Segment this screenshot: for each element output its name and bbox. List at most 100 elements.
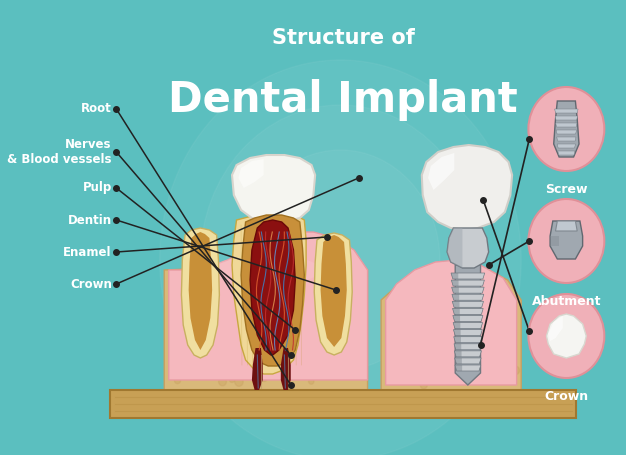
Circle shape bbox=[311, 278, 320, 287]
Circle shape bbox=[312, 339, 318, 347]
Circle shape bbox=[463, 308, 471, 318]
Circle shape bbox=[419, 344, 425, 350]
Text: Dentin: Dentin bbox=[68, 213, 112, 227]
Circle shape bbox=[476, 304, 481, 309]
Text: Nerves
& Blood vessels: Nerves & Blood vessels bbox=[8, 138, 112, 166]
Circle shape bbox=[304, 319, 309, 324]
Text: Structure of: Structure of bbox=[272, 28, 414, 48]
Circle shape bbox=[290, 361, 295, 368]
Circle shape bbox=[528, 87, 604, 171]
Circle shape bbox=[232, 284, 237, 289]
Polygon shape bbox=[281, 348, 290, 390]
Polygon shape bbox=[451, 287, 484, 293]
Polygon shape bbox=[314, 233, 352, 355]
Circle shape bbox=[273, 356, 280, 364]
Circle shape bbox=[277, 306, 284, 313]
Polygon shape bbox=[454, 358, 462, 364]
Polygon shape bbox=[550, 236, 559, 246]
Circle shape bbox=[240, 321, 244, 327]
Circle shape bbox=[279, 343, 284, 347]
Circle shape bbox=[449, 338, 456, 345]
Polygon shape bbox=[453, 308, 483, 314]
Polygon shape bbox=[232, 155, 315, 222]
Text: Pulp: Pulp bbox=[83, 182, 112, 194]
Circle shape bbox=[218, 377, 227, 386]
Circle shape bbox=[403, 359, 409, 367]
Circle shape bbox=[324, 371, 329, 375]
Text: Screw: Screw bbox=[545, 183, 588, 196]
Circle shape bbox=[483, 307, 490, 315]
Circle shape bbox=[495, 297, 498, 301]
Circle shape bbox=[240, 301, 247, 308]
Circle shape bbox=[235, 377, 243, 386]
Polygon shape bbox=[454, 337, 482, 343]
Circle shape bbox=[201, 272, 207, 278]
Circle shape bbox=[417, 290, 423, 297]
Text: Enamel: Enamel bbox=[63, 246, 112, 258]
Circle shape bbox=[388, 329, 397, 338]
Circle shape bbox=[246, 361, 251, 366]
Polygon shape bbox=[455, 365, 481, 371]
Circle shape bbox=[299, 301, 307, 310]
Circle shape bbox=[272, 278, 280, 287]
Polygon shape bbox=[252, 348, 263, 390]
Polygon shape bbox=[381, 264, 521, 390]
Polygon shape bbox=[451, 280, 485, 286]
Polygon shape bbox=[164, 248, 367, 390]
Text: Crown: Crown bbox=[70, 278, 112, 290]
Circle shape bbox=[353, 368, 361, 377]
Circle shape bbox=[174, 276, 182, 284]
Circle shape bbox=[213, 332, 217, 336]
Circle shape bbox=[464, 375, 469, 381]
Circle shape bbox=[312, 316, 321, 325]
Polygon shape bbox=[453, 329, 461, 336]
Ellipse shape bbox=[212, 255, 321, 285]
Circle shape bbox=[474, 326, 483, 335]
Text: Abutment: Abutment bbox=[531, 295, 601, 308]
Circle shape bbox=[259, 298, 264, 303]
Circle shape bbox=[421, 337, 428, 344]
Polygon shape bbox=[453, 323, 483, 329]
Polygon shape bbox=[546, 314, 586, 358]
Circle shape bbox=[460, 315, 468, 324]
Circle shape bbox=[484, 357, 490, 364]
Circle shape bbox=[297, 283, 302, 288]
Polygon shape bbox=[455, 265, 481, 385]
Circle shape bbox=[160, 60, 521, 455]
Circle shape bbox=[252, 308, 261, 318]
Circle shape bbox=[473, 338, 480, 347]
Circle shape bbox=[301, 356, 307, 363]
Circle shape bbox=[418, 373, 424, 380]
Circle shape bbox=[458, 307, 464, 314]
Polygon shape bbox=[447, 228, 489, 268]
Polygon shape bbox=[454, 344, 482, 350]
Circle shape bbox=[397, 293, 403, 299]
Polygon shape bbox=[454, 344, 461, 350]
Circle shape bbox=[430, 375, 436, 382]
Text: Root: Root bbox=[81, 102, 112, 116]
Polygon shape bbox=[454, 358, 481, 364]
Circle shape bbox=[251, 292, 257, 298]
Circle shape bbox=[528, 199, 604, 283]
Polygon shape bbox=[188, 232, 212, 350]
Circle shape bbox=[398, 358, 407, 368]
Circle shape bbox=[298, 276, 307, 286]
Polygon shape bbox=[557, 137, 576, 141]
Circle shape bbox=[188, 370, 194, 377]
Polygon shape bbox=[451, 273, 458, 279]
Circle shape bbox=[275, 303, 279, 307]
Circle shape bbox=[238, 278, 242, 283]
Polygon shape bbox=[554, 101, 579, 157]
Polygon shape bbox=[453, 329, 482, 336]
Polygon shape bbox=[453, 308, 459, 314]
Text: Dental Implant: Dental Implant bbox=[168, 79, 518, 121]
Circle shape bbox=[312, 358, 316, 363]
Circle shape bbox=[461, 347, 468, 354]
Polygon shape bbox=[557, 144, 575, 148]
Circle shape bbox=[440, 344, 447, 351]
Circle shape bbox=[433, 312, 439, 319]
Circle shape bbox=[207, 302, 214, 309]
Circle shape bbox=[485, 286, 490, 292]
Circle shape bbox=[202, 364, 210, 373]
Circle shape bbox=[323, 339, 331, 347]
